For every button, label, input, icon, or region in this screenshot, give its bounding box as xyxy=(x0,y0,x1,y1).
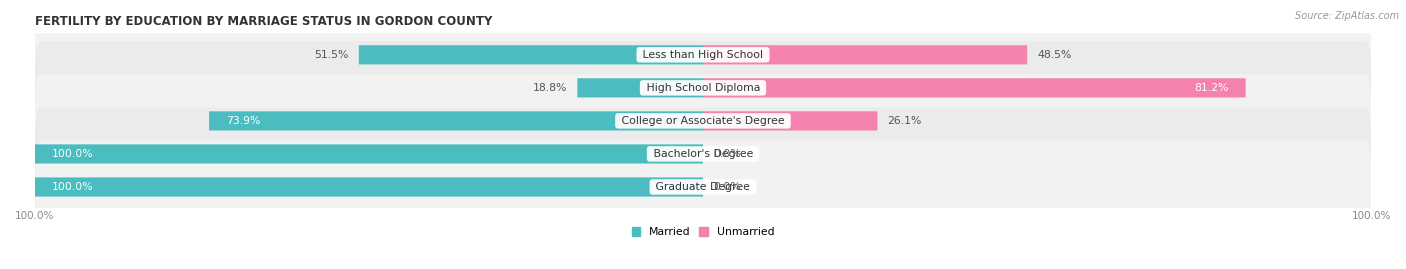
Text: College or Associate's Degree: College or Associate's Degree xyxy=(619,116,787,126)
Text: 100.0%: 100.0% xyxy=(52,182,93,192)
Text: 48.5%: 48.5% xyxy=(1038,50,1071,60)
FancyBboxPatch shape xyxy=(359,45,703,64)
FancyBboxPatch shape xyxy=(35,178,703,197)
Text: 26.1%: 26.1% xyxy=(887,116,922,126)
Text: Source: ZipAtlas.com: Source: ZipAtlas.com xyxy=(1295,11,1399,21)
FancyBboxPatch shape xyxy=(703,45,1028,64)
FancyBboxPatch shape xyxy=(209,111,703,130)
Text: High School Diploma: High School Diploma xyxy=(643,83,763,93)
Text: 0.0%: 0.0% xyxy=(713,182,741,192)
FancyBboxPatch shape xyxy=(35,144,703,164)
Text: Less than High School: Less than High School xyxy=(640,50,766,60)
Text: 100.0%: 100.0% xyxy=(52,149,93,159)
FancyBboxPatch shape xyxy=(35,41,1371,134)
FancyBboxPatch shape xyxy=(35,74,1371,168)
Text: 18.8%: 18.8% xyxy=(533,83,568,93)
FancyBboxPatch shape xyxy=(703,111,877,130)
FancyBboxPatch shape xyxy=(35,8,1371,101)
Text: FERTILITY BY EDUCATION BY MARRIAGE STATUS IN GORDON COUNTY: FERTILITY BY EDUCATION BY MARRIAGE STATU… xyxy=(35,15,492,28)
Text: 51.5%: 51.5% xyxy=(315,50,349,60)
FancyBboxPatch shape xyxy=(703,78,1246,97)
Text: 73.9%: 73.9% xyxy=(226,116,260,126)
Text: 81.2%: 81.2% xyxy=(1195,83,1229,93)
Text: Bachelor's Degree: Bachelor's Degree xyxy=(650,149,756,159)
FancyBboxPatch shape xyxy=(35,140,1371,233)
Legend: Married, Unmarried: Married, Unmarried xyxy=(627,223,779,242)
Text: 0.0%: 0.0% xyxy=(713,149,741,159)
FancyBboxPatch shape xyxy=(35,107,1371,200)
FancyBboxPatch shape xyxy=(578,78,703,97)
Text: Graduate Degree: Graduate Degree xyxy=(652,182,754,192)
